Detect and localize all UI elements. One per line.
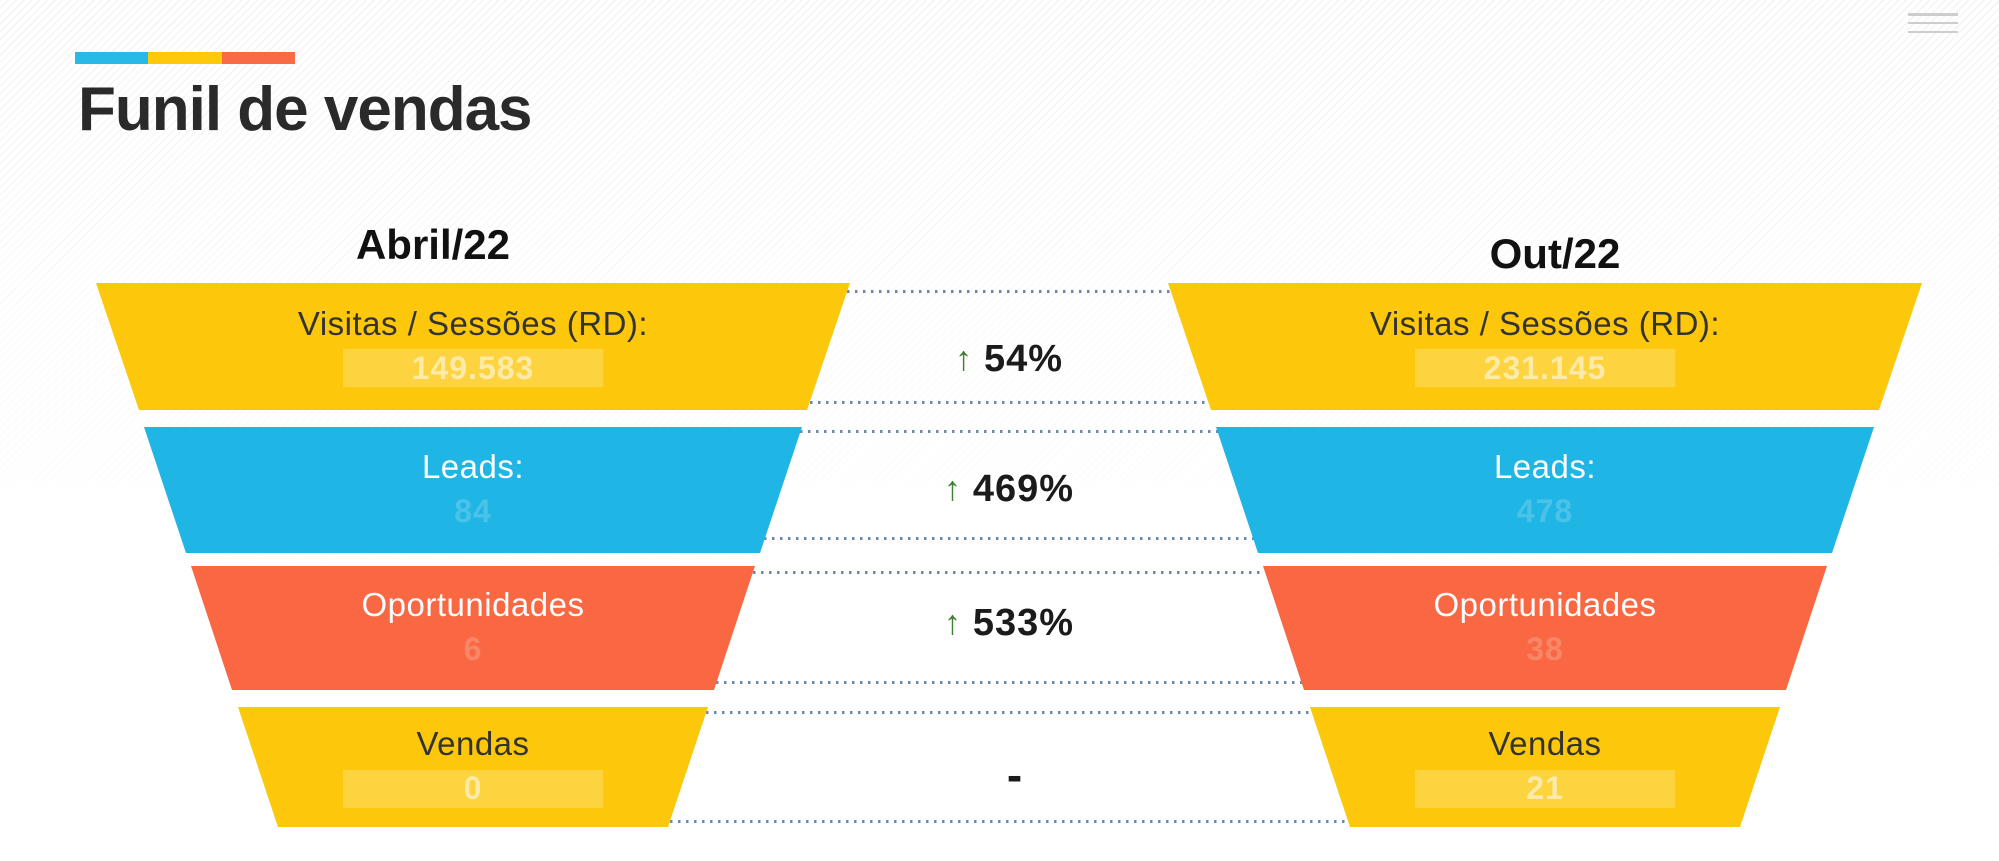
stage-value: 149.583 — [411, 349, 535, 386]
dotted-line — [670, 820, 1348, 823]
left-stage-visitas: Visitas / Sessões (RD): 149.583 — [96, 283, 850, 410]
dotted-line — [847, 290, 1171, 293]
stage-label: Vendas — [1488, 725, 1602, 763]
stage-label: Oportunidades — [1433, 586, 1657, 624]
left-stage-leads: Leads: 84 — [144, 427, 802, 553]
hamburger-menu-icon[interactable] — [1908, 13, 1958, 33]
right-funnel: Visitas / Sessões (RD): 231.145 Leads: 4… — [1168, 283, 1922, 827]
dotted-line — [764, 537, 1254, 540]
stage-value-highlight: 38 — [1415, 631, 1675, 669]
stage-value-highlight: 21 — [1415, 769, 1675, 808]
left-funnel: Visitas / Sessões (RD): 149.583 Leads: 8… — [96, 283, 850, 827]
accent-bar-orange-segment — [221, 52, 295, 64]
accent-bar-blue-segment — [75, 52, 149, 64]
up-arrow-icon: ↑ — [943, 470, 961, 508]
comparison-value: - — [1006, 749, 1024, 801]
stage-label: Leads: — [1493, 448, 1597, 486]
dotted-line — [810, 401, 1208, 404]
right-stage-vendas: Vendas 21 — [1310, 707, 1780, 827]
left-stage-vendas: Vendas 0 — [238, 707, 708, 827]
accent-bar-yellow-segment — [148, 52, 222, 64]
stage-label: Vendas — [416, 725, 530, 763]
right-stage-visitas: Visitas / Sessões (RD): 231.145 — [1168, 283, 1922, 410]
stage-value-highlight: 231.145 — [1415, 349, 1675, 388]
stage-value: 0 — [463, 770, 483, 807]
dotted-line — [706, 711, 1312, 714]
stage-value: 84 — [454, 493, 492, 530]
stage-value-highlight: 0 — [343, 769, 603, 808]
stage-label: Leads: — [421, 448, 525, 486]
left-funnel-period-header: Abril/22 — [355, 221, 511, 268]
dotted-line — [800, 430, 1218, 433]
comparison-value: 469% — [972, 468, 1075, 510]
stage-value: 38 — [1526, 631, 1564, 668]
stage-value: 6 — [463, 631, 483, 668]
up-arrow-icon: ↑ — [943, 604, 961, 642]
stage-value-highlight: 149.583 — [343, 349, 603, 388]
accent-bar — [75, 52, 295, 64]
stage-value: 478 — [1516, 493, 1574, 530]
comparison-leads: ↑ 469% — [884, 470, 1134, 508]
left-stage-oportunidades: Oportunidades 6 — [191, 566, 755, 690]
dotted-line — [753, 571, 1265, 574]
dotted-line — [716, 681, 1302, 684]
stage-value: 21 — [1526, 770, 1564, 807]
right-stage-leads: Leads: 478 — [1216, 427, 1874, 553]
comparison-oportunidades: ↑ 533% — [884, 604, 1134, 642]
slide-title: Funil de vendas — [78, 75, 533, 144]
right-stage-oportunidades: Oportunidades 38 — [1263, 566, 1827, 690]
up-arrow-icon: ↑ — [954, 340, 972, 378]
comparison-value: 533% — [972, 602, 1075, 644]
stage-label: Oportunidades — [361, 586, 585, 624]
stage-value-highlight: 478 — [1415, 493, 1675, 531]
stage-label: Visitas / Sessões (RD): — [1369, 304, 1721, 342]
comparison-value: 54% — [983, 338, 1064, 380]
comparison-visitas: ↑ 54% — [884, 340, 1134, 378]
comparison-vendas: - — [884, 752, 1134, 798]
stage-value-highlight: 84 — [343, 493, 603, 531]
stage-value: 231.145 — [1483, 349, 1607, 386]
right-funnel-period-header: Out/22 — [1489, 230, 1621, 277]
stage-value-highlight: 6 — [343, 631, 603, 669]
stage-label: Visitas / Sessões (RD): — [297, 304, 649, 342]
